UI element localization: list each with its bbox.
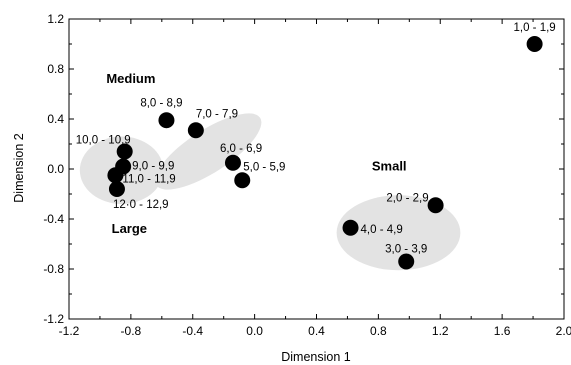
point-label: 6,0 - 6,9: [220, 143, 262, 155]
x-tick-label: 2.0: [556, 324, 571, 338]
x-tick-label: -0.4: [182, 324, 203, 338]
y-tick-label: 0.8: [47, 62, 64, 76]
point-label: 1,0 - 1,9: [514, 22, 556, 34]
x-axis-title: Dimension 1: [281, 350, 351, 364]
data-point: [526, 36, 543, 52]
point-label: 4,0 - 4,9: [361, 224, 403, 236]
y-tick-label: -0.4: [43, 212, 64, 226]
x-tick-label: 1.2: [432, 324, 449, 338]
point-labels: 1,0 - 1,9 2,0 - 2,9 3,0 - 3,9 4,0 - 4,9 5,0 …: [76, 22, 556, 256]
group-label: Small: [372, 158, 407, 173]
y-tick-label: 0.0: [47, 162, 64, 176]
x-tick-label: 0.4: [308, 324, 325, 338]
data-point: [108, 181, 125, 197]
y-axis: 1.2 0.8 0.4 0.0 -0.4 -0.8 -1.2: [43, 12, 564, 326]
data-point: [398, 253, 415, 270]
point-label: 7,0 - 7,9: [196, 108, 238, 120]
data-point: [224, 154, 241, 171]
y-tick-label: 1.2: [47, 12, 64, 26]
x-tick-label: 0.8: [370, 324, 387, 338]
group-label: Large: [112, 221, 147, 236]
group-ellipses: [79, 113, 461, 271]
group-ellipse: [336, 195, 461, 271]
group-label: Medium: [106, 71, 155, 86]
group-ellipse: [155, 113, 262, 190]
data-point: [107, 167, 124, 184]
point-label: 2,0 - 2,9: [386, 192, 428, 204]
point-label: 9,0 - 9,9: [132, 161, 174, 173]
point-label: 3,0 - 3,9: [385, 244, 427, 256]
y-axis-title: Dimension 2: [12, 133, 26, 203]
data-point: [158, 112, 175, 129]
data-point: [116, 143, 133, 160]
x-tick-label: -0.8: [121, 324, 142, 338]
y-tick-label: -0.8: [43, 262, 64, 276]
point-label: 12·0 - 12,9: [113, 199, 169, 211]
data-point: [187, 122, 204, 139]
data-point: [234, 172, 251, 189]
x-tick-label: 0.0: [246, 324, 263, 338]
x-axis: -1.2 -0.8 -0.4 0.0 0.4 0.8 1.2 1.6 2.0: [59, 19, 571, 338]
y-tick-label: -1.2: [43, 312, 64, 326]
data-point: [427, 197, 444, 214]
data-point: [342, 219, 359, 236]
point-label: 8,0 - 8,9: [140, 97, 182, 109]
point-label: 10,0 - 10,9: [76, 135, 131, 147]
data-points: [107, 36, 543, 270]
x-tick-label: 1.6: [494, 324, 511, 338]
x-tick-label: -1.2: [59, 324, 80, 338]
point-label: 5,0 - 5,9: [243, 161, 285, 173]
group-labels: Large Medium Small: [106, 71, 406, 236]
point-label: 11,0 - 11,9: [122, 173, 175, 185]
y-tick-label: 0.4: [47, 112, 64, 126]
